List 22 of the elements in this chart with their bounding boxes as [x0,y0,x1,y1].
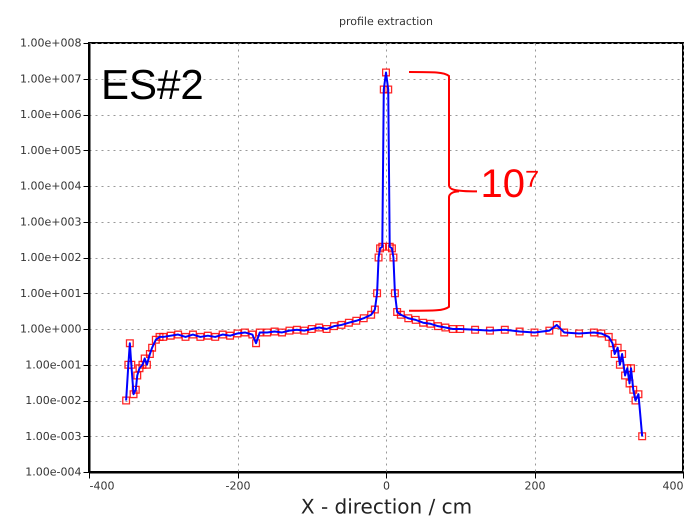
y-tick-label: 1.00e+008 [20,36,82,50]
y-tick-label: 1.00e+007 [20,72,82,86]
y-tick-label: 1.00e-001 [25,358,82,372]
y-tick-label: 1.00e-003 [25,430,82,443]
x-tick-label: 400 [662,480,684,492]
y-tick-label: 1.00e+003 [20,215,82,228]
chart-title: profile extraction [338,15,434,28]
x-axis-title: X - direction / cm [300,494,472,518]
y-tick-label: 1.00e+006 [20,108,82,121]
x-tick-label: 200 [524,480,546,492]
y-tick-label: 1.00e+001 [20,286,82,300]
x-tick-label: 0 [383,480,390,492]
x-tick-label: -200 [226,480,250,492]
y-tick-label: 1.00e-002 [25,394,82,407]
annotation: ES#2 [101,61,204,109]
y-tick-label: 1.00e+004 [20,180,82,192]
annotation: 10⁷ [480,162,540,207]
x-tick-label: -400 [90,480,114,492]
y-tick-label: 1.00e-004 [25,466,82,478]
y-tick-label: 1.00e+000 [20,322,82,336]
y-tick-label: 1.00e+005 [20,144,82,157]
y-tick-label: 1.00e+002 [20,251,82,264]
